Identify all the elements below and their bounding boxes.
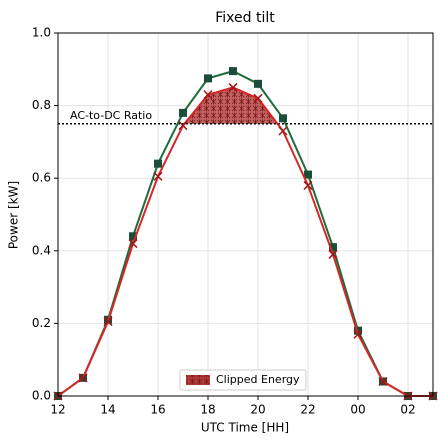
y-tick-label: 0.6 — [32, 171, 51, 185]
marker — [253, 93, 263, 103]
marker — [204, 74, 212, 83]
marker — [278, 126, 288, 136]
x-tick-label: 16 — [150, 403, 165, 417]
marker — [154, 159, 162, 168]
x-tick-label: 22 — [300, 403, 315, 417]
marker — [354, 326, 362, 335]
x-tick-label: 12 — [50, 403, 65, 417]
marker — [378, 376, 388, 387]
marker — [153, 171, 163, 181]
x-axis-label: UTC Time [HH] — [201, 421, 289, 435]
marker — [329, 243, 337, 252]
y-axis-label: Power [kW] — [7, 181, 21, 249]
x-tick-label: 14 — [100, 403, 115, 417]
marker — [328, 249, 338, 259]
ratio-label: AC-to-DC Ratio — [70, 109, 152, 122]
legend-label: Clipped Energy — [216, 373, 300, 386]
y-tick-label: 0.2 — [32, 316, 51, 330]
marker — [303, 180, 313, 190]
marker — [78, 373, 88, 383]
y-tick-label: 0.4 — [32, 243, 51, 257]
marker — [203, 90, 213, 100]
y-tick-label: 0.0 — [32, 389, 51, 403]
x-tick-label: 20 — [250, 403, 265, 417]
marker — [129, 232, 137, 241]
marker — [228, 82, 238, 92]
x-tick-label: 00 — [350, 403, 365, 417]
marker — [254, 79, 262, 88]
y-tick-label: 1.0 — [32, 26, 51, 40]
chart-title: Fixed tilt — [215, 10, 275, 26]
x-tick-label: 02 — [400, 403, 415, 417]
marker — [179, 108, 187, 117]
marker — [279, 114, 287, 123]
marker — [178, 121, 188, 131]
marker — [103, 317, 113, 327]
marker — [229, 67, 237, 76]
legend-swatch-hatch — [186, 375, 210, 385]
marker — [304, 170, 312, 179]
series-line — [57, 86, 433, 397]
legend-box — [179, 369, 307, 391]
x-tick-label: 18 — [200, 403, 215, 417]
plot-frame — [57, 32, 434, 397]
marker — [353, 329, 363, 339]
marker — [128, 239, 138, 249]
y-tick-label: 0.8 — [32, 98, 51, 112]
